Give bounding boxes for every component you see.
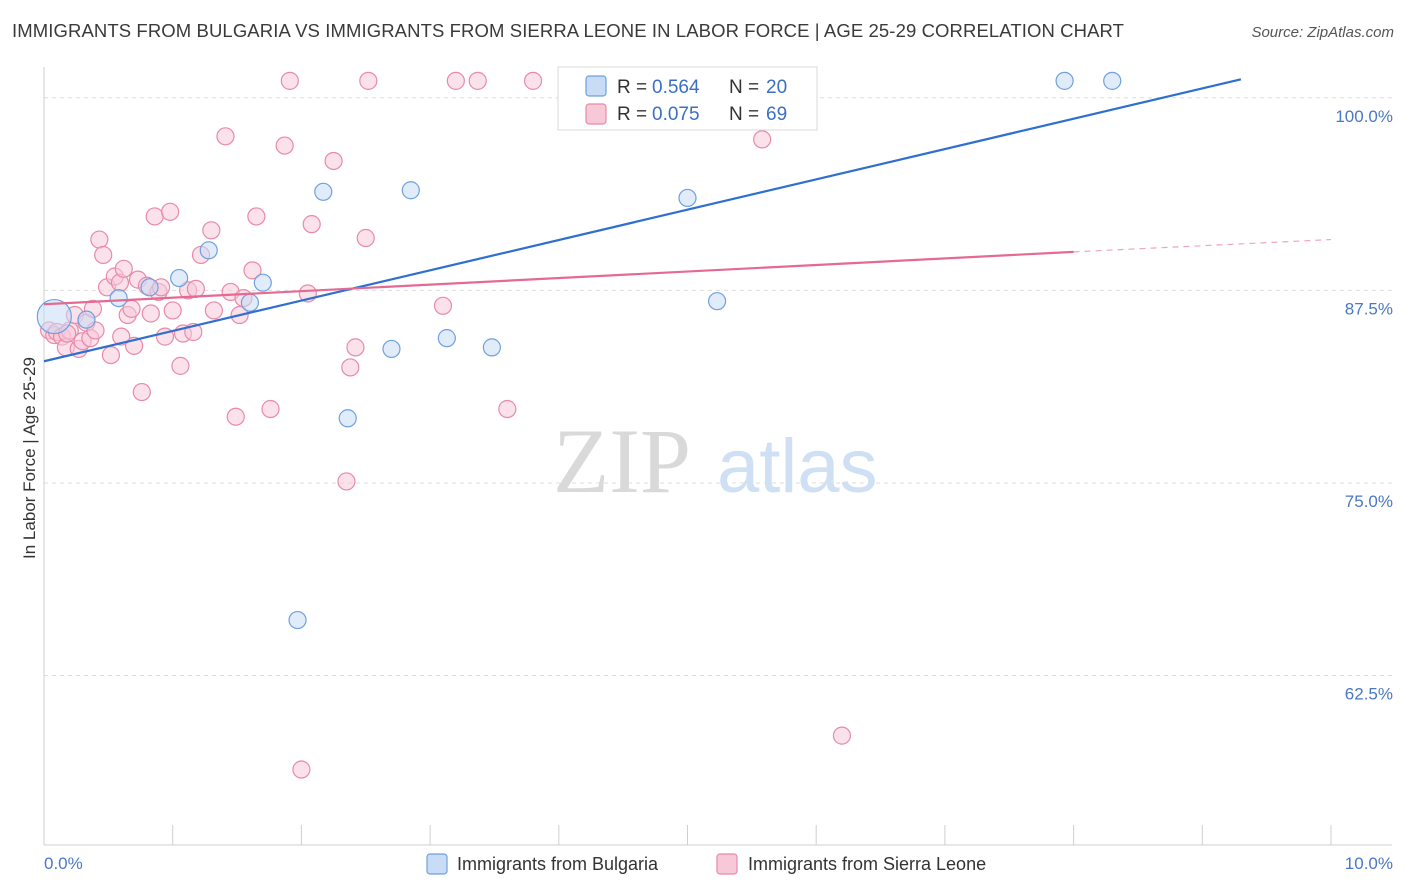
y-tick-label: 100.0%	[1335, 107, 1393, 126]
point-bulgaria	[170, 268, 189, 288]
point-sierra-leone	[523, 71, 543, 90]
point-bulgaria	[240, 293, 260, 312]
trend-line-extension-sierra-leone	[1073, 238, 1332, 253]
point-sierra-leone	[292, 760, 311, 779]
axes	[43, 67, 1392, 846]
point-bulgaria	[140, 278, 159, 297]
y-tick-label: 87.5%	[1345, 299, 1393, 318]
point-sierra-leone	[356, 228, 375, 248]
point-sierra-leone	[141, 304, 160, 323]
watermark-zip: ZIP	[553, 410, 691, 512]
chart-source: Source: ZipAtlas.com	[1251, 24, 1394, 41]
point-sierra-leone	[280, 71, 299, 90]
chart-title: IMMIGRANTS FROM BULGARIA VS IMMIGRANTS F…	[12, 20, 1125, 41]
point-sierra-leone	[324, 151, 343, 171]
y-axis-label: In Labor Force | Age 25-29	[20, 357, 39, 559]
point-sierra-leone	[90, 230, 109, 249]
point-sierra-leone	[275, 136, 294, 155]
point-sierra-leone	[226, 407, 245, 426]
x-tick-labels: 0.0% 10.0%	[44, 854, 1393, 873]
point-sierra-leone	[832, 726, 852, 745]
grid-lines	[44, 97, 1392, 677]
x-tick-marks	[43, 825, 1332, 845]
point-sierra-leone	[498, 399, 517, 419]
point-sierra-leone	[341, 358, 360, 377]
point-sierra-leone	[94, 245, 113, 265]
trend-line-bulgaria	[43, 78, 1242, 363]
point-bulgaria	[708, 292, 727, 311]
point-sierra-leone	[433, 296, 453, 315]
point-bulgaria	[401, 181, 420, 200]
watermark: ZIP atlas	[553, 410, 878, 512]
point-sierra-leone	[202, 221, 221, 240]
legend-label-sierra-leone: Immigrants from Sierra Leone	[748, 854, 986, 874]
point-sierra-leone	[359, 71, 378, 90]
point-sierra-leone	[346, 338, 365, 357]
point-sierra-leone	[186, 279, 205, 298]
point-sierra-leone	[243, 261, 262, 280]
point-sierra-leone	[171, 356, 190, 375]
y-tick-labels: 100.0% 87.5% 75.0% 62.5%	[1335, 107, 1393, 704]
point-sierra-leone	[337, 472, 356, 491]
point-bulgaria	[253, 273, 272, 292]
legend-label-bulgaria: Immigrants from Bulgaria	[457, 854, 659, 874]
stats-n-value-bulgaria: 20	[766, 77, 787, 98]
stats-r-value-bulgaria: 0.564	[652, 77, 700, 98]
y-tick-label: 62.5%	[1345, 685, 1393, 704]
watermark-atlas: atlas	[717, 424, 878, 509]
point-bulgaria	[678, 188, 697, 208]
point-bulgaria	[314, 182, 333, 201]
stats-r-label-sierra-leone: R =	[617, 104, 647, 125]
stats-r-value-sierra-leone: 0.075	[652, 104, 700, 125]
point-sierra-leone	[468, 71, 487, 90]
point-sierra-leone	[261, 399, 280, 419]
point-bulgaria	[1103, 71, 1122, 90]
trend-lines	[43, 78, 1332, 363]
point-sierra-leone	[216, 127, 235, 146]
trend-line-sierra-leone	[43, 250, 1074, 306]
point-sierra-leone	[145, 207, 164, 226]
point-sierra-leone	[247, 207, 266, 226]
point-sierra-leone	[163, 301, 182, 320]
point-bulgaria	[482, 338, 501, 357]
point-bulgaria	[382, 339, 401, 359]
point-bulgaria	[437, 329, 456, 348]
point-sierra-leone	[446, 71, 465, 90]
y-tick-label: 75.0%	[1345, 492, 1393, 511]
stats-swatch-sierra-leone	[585, 103, 607, 125]
point-bulgaria	[1055, 71, 1074, 90]
point-bulgaria	[36, 298, 72, 335]
stats-n-label-bulgaria: N =	[729, 77, 759, 98]
stats-n-value-sierra-leone: 69	[766, 104, 787, 125]
point-sierra-leone	[114, 259, 133, 278]
point-sierra-leone	[101, 345, 121, 365]
point-bulgaria	[338, 409, 357, 428]
legend-swatch-sierra-leone	[716, 853, 738, 875]
legend-swatch-bulgaria	[426, 853, 448, 875]
stats-r-label-bulgaria: R =	[617, 77, 647, 98]
point-bulgaria	[109, 288, 128, 308]
point-sierra-leone	[302, 215, 321, 234]
stats-swatch-bulgaria	[585, 75, 607, 97]
point-bulgaria	[288, 610, 307, 630]
point-bulgaria	[77, 310, 96, 329]
x-tick-label: 10.0%	[1345, 854, 1393, 873]
point-sierra-leone	[753, 130, 772, 149]
point-bulgaria	[199, 241, 218, 260]
point-sierra-leone	[204, 301, 223, 320]
point-sierra-leone	[132, 382, 151, 402]
point-sierra-leone	[112, 327, 131, 346]
stats-legend: R = 0.564 N = 20 R = 0.075 N = 69	[557, 66, 818, 131]
stats-n-label-sierra-leone: N =	[729, 104, 759, 125]
point-sierra-leone	[161, 202, 180, 221]
series-legend: Immigrants from Bulgaria Immigrants from…	[426, 853, 986, 875]
x-tick-label: 0.0%	[44, 854, 83, 873]
